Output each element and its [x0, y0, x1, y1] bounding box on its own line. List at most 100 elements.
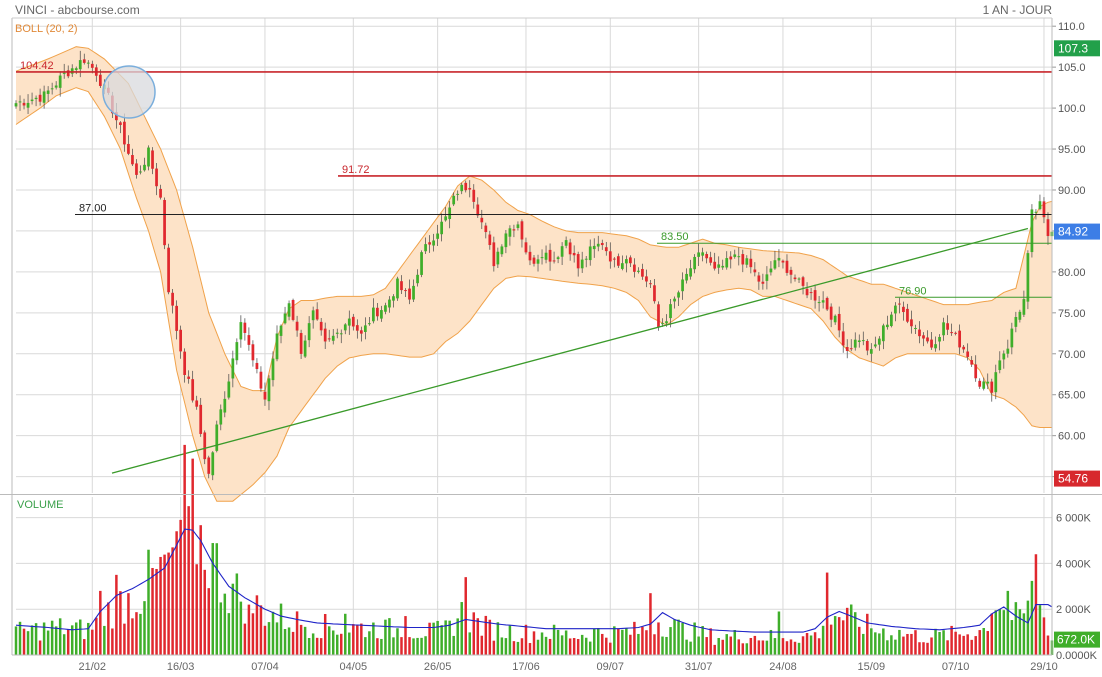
- volume-bar: [689, 641, 692, 655]
- volume-bar: [962, 635, 965, 655]
- candle-body: [295, 321, 299, 331]
- volume-bar: [797, 642, 801, 655]
- candle-body: [600, 243, 604, 246]
- volume-bar: [456, 618, 459, 655]
- candle-body: [825, 297, 829, 310]
- candle-body: [424, 244, 427, 252]
- volume-bar: [914, 630, 917, 655]
- volume-bar: [592, 628, 596, 655]
- price-tag: [1054, 223, 1100, 240]
- candle-body: [267, 378, 271, 402]
- volume-bar: [1046, 635, 1050, 655]
- volume-bar: [677, 619, 680, 655]
- candle-body: [508, 228, 512, 237]
- volume-bar: [267, 622, 271, 655]
- volume-bar: [789, 639, 793, 655]
- price-tick-label: 60.00: [1058, 431, 1086, 443]
- candle-body: [669, 304, 672, 319]
- candle-body: [78, 60, 82, 70]
- candle-body: [853, 339, 857, 348]
- candle-body: [227, 381, 231, 398]
- volume-bar: [183, 444, 186, 655]
- candle-body: [841, 331, 845, 346]
- candle-body: [34, 97, 38, 100]
- volume-bar: [532, 631, 536, 655]
- candle-body: [705, 254, 709, 259]
- volume-bar: [1014, 602, 1018, 655]
- candle-body: [263, 391, 267, 400]
- volume-bar: [544, 636, 548, 655]
- candle-body: [279, 325, 283, 336]
- volume-bar: [657, 622, 660, 655]
- volume-bar: [701, 626, 704, 655]
- candle-body: [1022, 299, 1026, 315]
- volume-bar: [327, 626, 331, 655]
- candle-body: [476, 204, 480, 216]
- candle-body: [331, 335, 335, 341]
- volume-bar: [833, 616, 837, 655]
- volume-bar: [488, 619, 492, 655]
- candle-body: [500, 246, 504, 255]
- price-tick-label: 110.0: [1058, 21, 1085, 33]
- volume-bar: [609, 642, 612, 655]
- candle-body: [492, 242, 496, 267]
- candle-body: [187, 376, 191, 379]
- volume-bar: [135, 612, 138, 655]
- candle-body: [861, 340, 865, 342]
- candle-body: [801, 277, 805, 286]
- candle-body: [512, 229, 516, 231]
- candle-body: [62, 72, 66, 74]
- candle-body: [171, 292, 174, 306]
- candle-body: [753, 269, 757, 273]
- candle-body: [906, 308, 909, 322]
- volume-bar: [155, 568, 158, 655]
- volume-bar: [18, 621, 22, 655]
- candle-body: [637, 270, 640, 272]
- candle-body: [1034, 211, 1038, 213]
- candle-body: [665, 321, 668, 324]
- price-tick-label: 105.0: [1058, 62, 1086, 74]
- volume-tick-label: 6 000K: [1056, 513, 1092, 525]
- candle-body: [1018, 311, 1022, 320]
- volume-bar: [886, 640, 889, 655]
- volume-bar: [500, 637, 504, 655]
- volume-bar: [247, 604, 251, 655]
- candle-body: [480, 217, 484, 223]
- candle-body: [472, 189, 476, 202]
- candle-body: [1038, 201, 1042, 209]
- candle-body: [179, 329, 183, 352]
- candle-body: [576, 254, 580, 269]
- volume-tag: [1054, 631, 1100, 648]
- volume-bar: [436, 620, 439, 655]
- volume-bar: [1018, 609, 1022, 655]
- volume-bar: [38, 640, 42, 655]
- volume-bar: [139, 613, 142, 655]
- candle-body: [155, 168, 158, 187]
- volume-bar: [472, 612, 476, 655]
- volume-bar: [103, 625, 106, 655]
- candle-body: [653, 285, 656, 302]
- volume-bar: [424, 636, 427, 655]
- candle-body: [741, 254, 745, 265]
- volume-bar: [364, 637, 367, 655]
- candle-body: [468, 187, 472, 190]
- volume-bar: [894, 639, 897, 655]
- volume-bar: [480, 635, 484, 655]
- candle-body: [998, 360, 1002, 371]
- volume-bar: [890, 635, 893, 655]
- candle-body: [922, 335, 925, 339]
- candle-body: [994, 372, 998, 393]
- candle-body: [283, 313, 287, 324]
- price-tag-label: 54.76: [1058, 472, 1088, 486]
- volume-bar: [1022, 613, 1026, 655]
- volume-bar: [400, 637, 403, 655]
- candle-body: [131, 155, 134, 165]
- candle-body: [974, 364, 978, 379]
- volume-bar: [175, 531, 178, 655]
- volume-bar: [440, 625, 443, 655]
- candle-body: [544, 252, 548, 260]
- price-tick-label: 95.00: [1058, 144, 1086, 156]
- volume-bar: [223, 593, 227, 655]
- chart-overlays: 104.42 91.72 87.00 83.50 76.90: [16, 60, 1052, 474]
- candle-body: [327, 338, 331, 340]
